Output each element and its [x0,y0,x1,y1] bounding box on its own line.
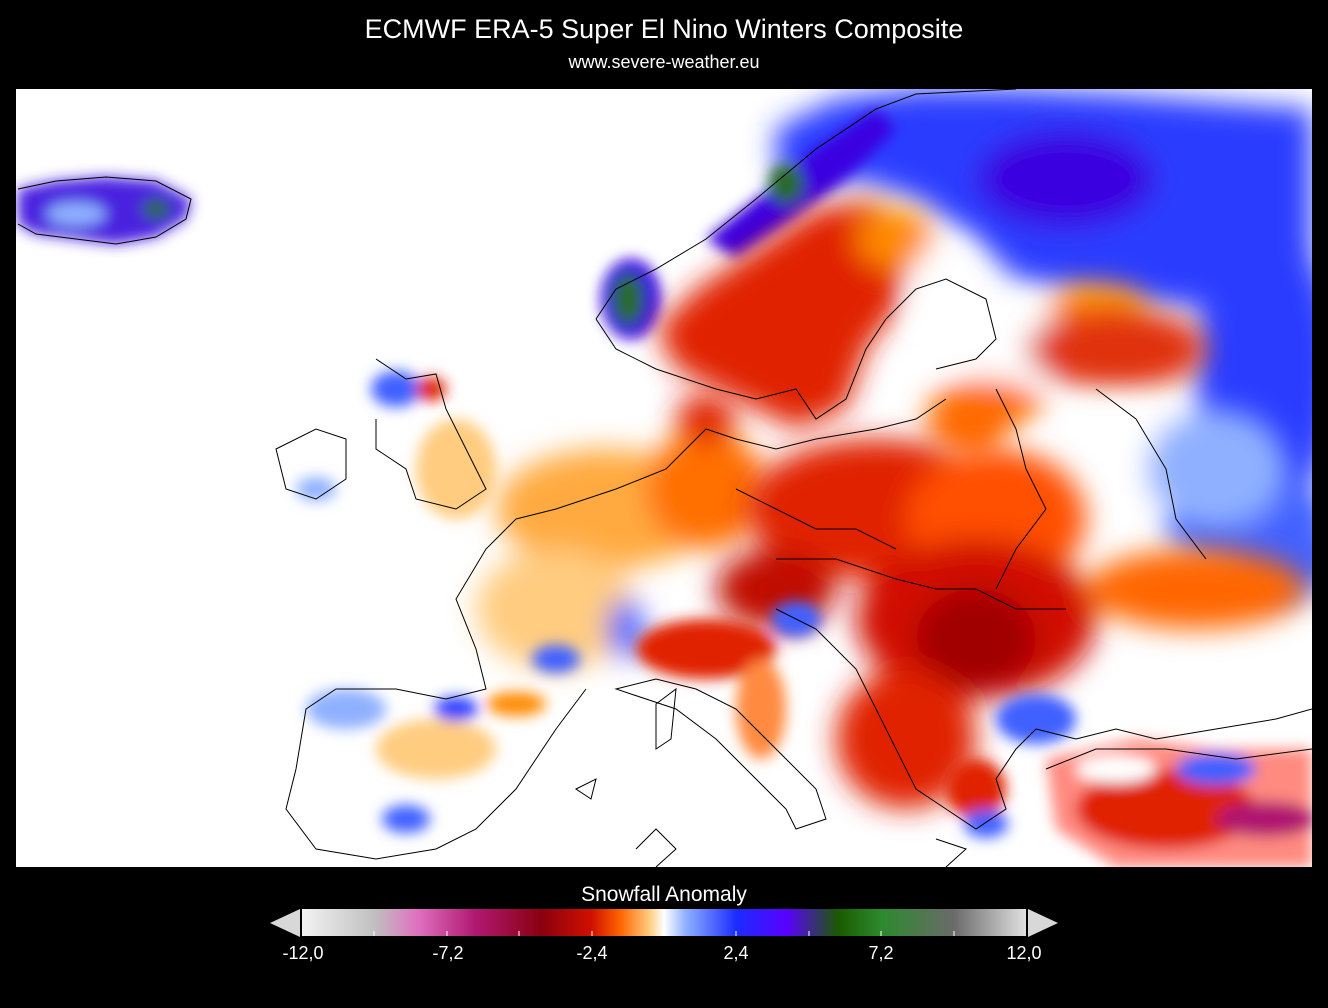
source-url: www.severe-weather.eu [568,52,760,72]
sea-islands [575,687,967,867]
colorbar-tick-label: 7,2 [868,943,894,963]
colorbar-tick-label: 2,4 [723,943,749,963]
map-title: ECMWF ERA-5 Super El Nino Winters Compos… [364,14,964,44]
colorbar-tick-label: 12,0 [1006,943,1042,963]
colorbar-tick-label: -7,2 [432,943,464,963]
italy-anomaly [636,601,821,759]
colorbar-max-arrow [1028,909,1058,937]
coastlines [17,89,1312,860]
norway-coast-anomaly [601,109,896,339]
snowfall-anomaly-map [16,89,1312,867]
colorbar [302,909,1026,936]
iceland-anomaly [18,177,191,244]
central-southeast-europe-anomaly [716,439,1306,809]
colorbar-tick-label: -12,0 [282,943,324,963]
finland-baltic-anomaly [926,284,1206,459]
balkan-anomaly [946,694,1076,838]
colorbar-tick-label: -2,4 [576,943,608,963]
legend-title: Snowfall Anomaly [581,883,747,906]
colorbar-min-arrow [270,909,300,937]
turkey-anomaly [1046,739,1312,867]
iberia-anomaly [306,645,580,833]
british-isles-anomaly [296,371,496,519]
